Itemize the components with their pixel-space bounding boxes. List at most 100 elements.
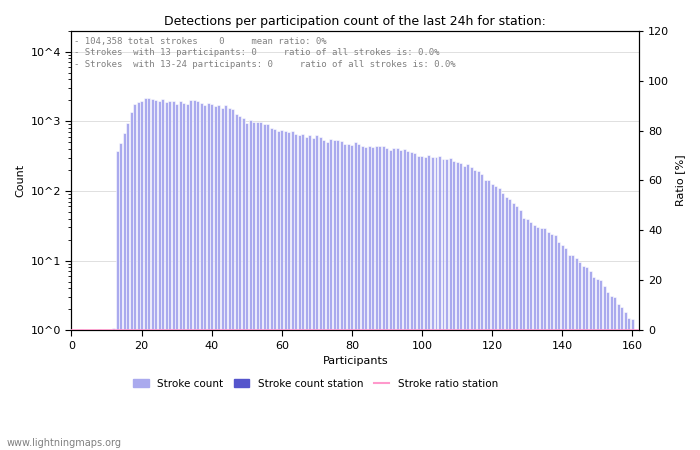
Bar <box>172 101 174 450</box>
Bar <box>617 304 620 450</box>
Bar <box>519 211 522 450</box>
Bar <box>91 330 94 450</box>
Bar <box>199 104 202 450</box>
Bar <box>606 292 609 450</box>
Bar <box>228 108 231 450</box>
Bar <box>487 180 490 450</box>
Bar <box>414 153 416 450</box>
Bar <box>304 137 308 450</box>
Bar <box>456 162 458 450</box>
Bar <box>224 105 228 450</box>
Bar <box>340 141 343 450</box>
Bar <box>301 135 304 450</box>
Bar <box>256 122 259 450</box>
Bar <box>459 163 462 450</box>
Bar <box>94 330 97 450</box>
Bar <box>564 248 567 450</box>
Bar <box>133 104 136 450</box>
Bar <box>400 150 402 450</box>
Bar <box>613 297 616 450</box>
Bar <box>508 199 511 450</box>
Bar <box>105 329 108 450</box>
Bar <box>203 105 206 450</box>
Bar <box>403 149 406 450</box>
Bar <box>484 180 486 450</box>
Bar <box>603 286 606 450</box>
Bar <box>568 255 570 450</box>
Bar <box>318 137 322 450</box>
Bar <box>435 157 438 450</box>
Bar <box>136 103 139 450</box>
Bar <box>624 312 626 450</box>
Bar <box>217 105 220 450</box>
Bar <box>498 188 500 450</box>
Bar <box>298 135 301 450</box>
X-axis label: Participants: Participants <box>323 356 388 366</box>
Text: - 104,358 total strokes    0     mean ratio: 0%
- Strokes  with 13 participants:: - 104,358 total strokes 0 mean ratio: 0%… <box>74 36 456 69</box>
Bar <box>108 330 111 450</box>
Y-axis label: Count: Count <box>15 164 25 197</box>
Bar <box>368 146 371 450</box>
Bar <box>382 146 385 450</box>
Bar <box>245 123 248 450</box>
Bar <box>178 101 181 450</box>
Bar <box>396 148 399 450</box>
Bar <box>337 140 340 450</box>
Bar <box>417 156 420 450</box>
Bar <box>231 109 234 450</box>
Bar <box>140 101 143 450</box>
Bar <box>428 155 430 450</box>
Bar <box>463 166 466 450</box>
Bar <box>290 131 294 450</box>
Bar <box>620 307 623 450</box>
Bar <box>351 145 354 450</box>
Bar <box>407 151 410 450</box>
Bar <box>147 99 150 450</box>
Bar <box>308 135 312 450</box>
Bar <box>280 130 284 450</box>
Y-axis label: Ratio [%]: Ratio [%] <box>675 155 685 206</box>
Bar <box>582 266 584 450</box>
Bar <box>431 157 434 450</box>
Bar <box>561 245 564 450</box>
Bar <box>445 159 448 450</box>
Bar <box>354 143 357 450</box>
Bar <box>540 228 542 450</box>
Bar <box>421 157 424 450</box>
Bar <box>543 228 546 450</box>
Bar <box>154 100 157 450</box>
Bar <box>526 219 528 450</box>
Bar <box>248 120 252 450</box>
Bar <box>575 258 577 450</box>
Bar <box>158 100 160 450</box>
Bar <box>175 104 178 450</box>
Bar <box>294 134 298 450</box>
Bar <box>358 144 360 450</box>
Bar <box>347 144 350 450</box>
Bar <box>379 146 382 450</box>
Bar <box>333 140 336 450</box>
Bar <box>344 144 346 450</box>
Bar <box>315 135 318 450</box>
Bar <box>234 114 238 450</box>
Bar <box>372 147 375 450</box>
Bar <box>585 267 588 450</box>
Bar <box>182 103 185 450</box>
Bar <box>273 129 276 450</box>
Bar <box>119 144 122 450</box>
Bar <box>168 101 171 450</box>
Bar <box>438 156 441 450</box>
Bar <box>164 102 167 450</box>
Bar <box>238 116 242 450</box>
Bar <box>214 106 217 450</box>
Bar <box>470 167 473 450</box>
Bar <box>501 193 504 450</box>
Bar <box>193 100 195 450</box>
Bar <box>505 197 508 450</box>
Bar <box>322 140 326 450</box>
Bar <box>196 101 199 450</box>
Bar <box>126 123 129 450</box>
Bar <box>610 296 612 450</box>
Bar <box>596 279 598 450</box>
Bar <box>473 170 476 450</box>
